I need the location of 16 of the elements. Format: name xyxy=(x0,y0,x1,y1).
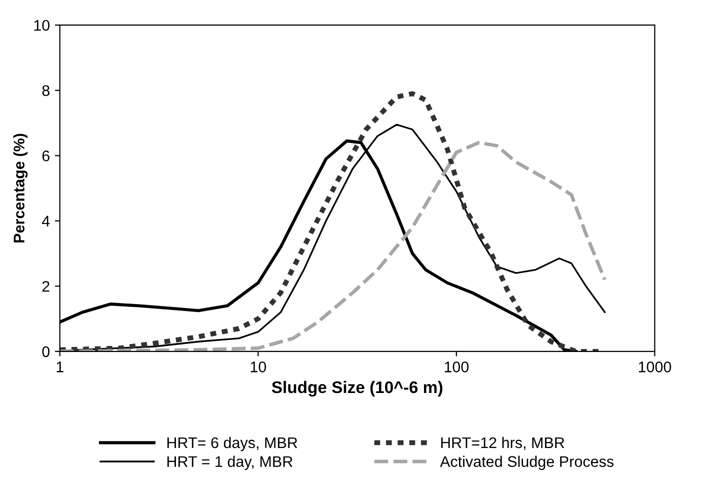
x-tick-label: 10 xyxy=(250,362,266,372)
legend-label: HRT = 1 day, MBR xyxy=(167,456,292,470)
y-tick-label: 8 xyxy=(42,85,50,96)
y-axis-title: Percentage (%) xyxy=(13,134,28,242)
y-tick-label: 4 xyxy=(42,216,50,226)
x-tick-label: 1000 xyxy=(638,362,672,372)
y-tick-label: 2 xyxy=(42,281,50,292)
y-tick-label: 10 xyxy=(34,20,50,31)
y-tick-label: 0 xyxy=(42,346,50,358)
x-tick-label: 1 xyxy=(56,362,64,372)
x-tick-label: 100 xyxy=(444,362,469,372)
y-tick-label: 6 xyxy=(42,150,50,162)
legend-label: HRT= 6 days, MBR xyxy=(167,436,298,452)
x-axis-title: Sludge Size (10^-6 m) xyxy=(272,380,442,397)
legend-label: HRT=12 hrs, MBR xyxy=(441,436,564,450)
legend-label: Activated Sludge Process xyxy=(440,456,614,470)
